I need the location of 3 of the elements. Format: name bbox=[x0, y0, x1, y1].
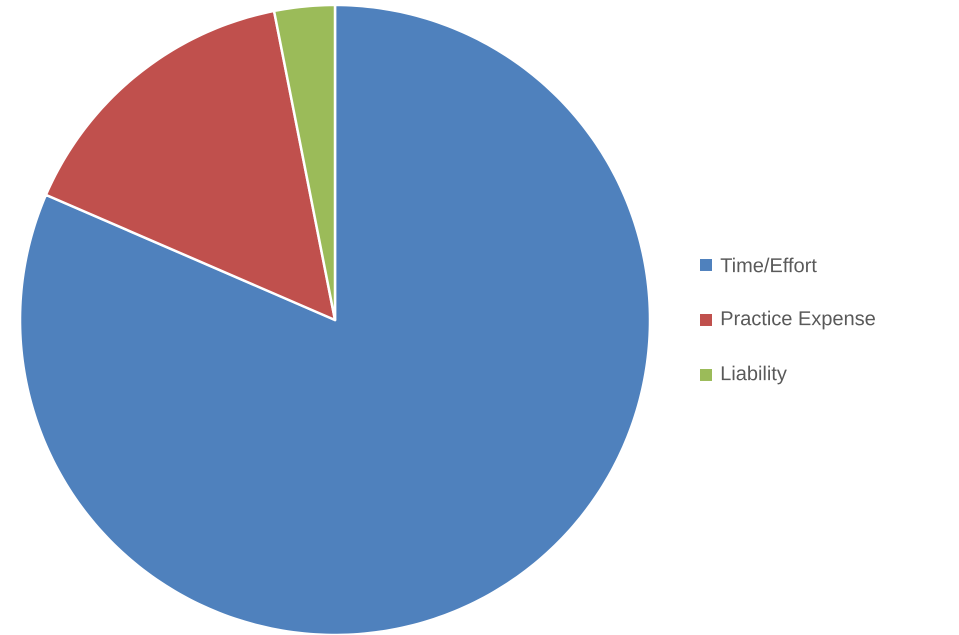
legend-label: Practice Expense bbox=[722, 310, 875, 330]
legend-label: Time/Effort bbox=[720, 258, 817, 272]
legend-label: Liability bbox=[722, 366, 787, 384]
